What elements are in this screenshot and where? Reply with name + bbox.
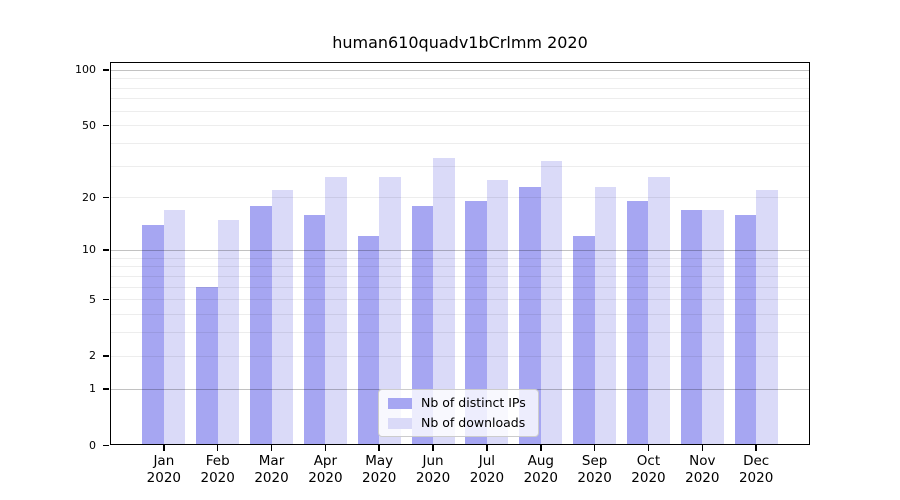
- x-tick-label-nov: Nov 2020: [685, 453, 720, 486]
- bar-distinct-ips-oct: [626, 201, 649, 445]
- bar-downloads-feb: [217, 219, 240, 445]
- bar-downloads-jun: [433, 158, 455, 445]
- x-tick-label-apr: Apr 2020: [308, 453, 343, 486]
- gridline-minor-60: [111, 110, 809, 112]
- gridline-minor-3: [111, 332, 809, 334]
- x-tick-label-oct: Oct 2020: [631, 453, 666, 486]
- bar-downloads-jan: [163, 209, 186, 445]
- bar-downloads-aug: [540, 160, 563, 445]
- bar-distinct-ips-nov: [680, 209, 703, 445]
- y-tick-label-10: 10: [82, 243, 96, 257]
- bar-downloads-mar: [271, 190, 294, 445]
- x-tick-mar: [270, 445, 273, 451]
- x-tick-label-jun: Jun 2020: [415, 453, 451, 486]
- bar-downloads-apr: [325, 176, 347, 445]
- x-tick-feb: [216, 445, 219, 451]
- x-tick-label-may: May 2020: [362, 453, 397, 486]
- gridline-minor-70: [111, 98, 809, 100]
- gridline-minor-20: [111, 197, 809, 199]
- gridline-minor-6: [111, 286, 809, 288]
- y-tick-5: [103, 298, 109, 301]
- y-tick-1: [103, 388, 109, 390]
- gridline-minor-30: [111, 165, 809, 167]
- bar-downloads-jul: [486, 180, 509, 445]
- y-tick-label-100: 100: [75, 63, 96, 77]
- bar-distinct-ips-jan: [142, 224, 164, 445]
- y-tick-10: [103, 249, 109, 251]
- y-tick-label-1: 1: [89, 382, 96, 396]
- gridline-minor-90: [111, 78, 809, 80]
- gridline-minor-8: [111, 266, 809, 268]
- bar-distinct-ips-jul: [465, 201, 487, 445]
- x-tick-label-jan: Jan 2020: [146, 453, 182, 486]
- y-tick-20: [103, 196, 109, 199]
- y-tick-50: [103, 124, 109, 127]
- x-tick-dec: [755, 445, 757, 451]
- bar-downloads-oct: [648, 176, 670, 445]
- x-tick-jan: [163, 445, 165, 451]
- chart-title: human610quadv1bCrlmm 2020: [332, 33, 588, 52]
- x-tick-apr: [324, 445, 327, 451]
- x-tick-jul: [486, 445, 488, 451]
- gridline-minor-7: [111, 275, 809, 277]
- legend-swatch-downloads: [388, 417, 412, 429]
- x-tick-label-jul: Jul 2020: [469, 453, 505, 486]
- x-tick-label-dec: Dec 2020: [738, 453, 774, 486]
- y-tick-100: [103, 69, 109, 71]
- legend-swatch-distinct-ips: [388, 397, 412, 409]
- bar-distinct-ips-mar: [250, 205, 272, 445]
- y-tick-label-50: 50: [82, 118, 96, 132]
- bar-downloads-sep: [594, 186, 617, 445]
- x-tick-jun: [432, 445, 434, 451]
- y-tick-2: [103, 355, 109, 357]
- legend-label-distinct-ips: Nb of distinct IPs: [421, 395, 526, 410]
- bar-downloads-nov: [702, 209, 724, 445]
- x-tick-label-mar: Mar 2020: [254, 453, 289, 486]
- gridline-minor-9: [111, 257, 809, 259]
- x-tick-label-sep: Sep 2020: [577, 453, 612, 486]
- gridline-major-10: [111, 249, 809, 251]
- x-tick-aug: [540, 445, 542, 451]
- y-tick-label-5: 5: [89, 292, 96, 306]
- legend-item-distinct-ips: Nb of distinct IPs: [388, 396, 526, 410]
- gridline-minor-2: [111, 355, 809, 357]
- y-tick-label-20: 20: [82, 190, 96, 204]
- bar-downloads-may: [379, 176, 401, 445]
- bar-distinct-ips-aug: [519, 186, 541, 445]
- bar-distinct-ips-sep: [573, 236, 595, 445]
- bar-downloads-dec: [756, 190, 778, 445]
- y-tick-label-2: 2: [89, 349, 96, 363]
- bar-distinct-ips-apr: [303, 214, 326, 445]
- gridline-minor-5: [111, 299, 809, 301]
- x-tick-label-feb: Feb 2020: [200, 453, 235, 486]
- x-tick-label-aug: Aug 2020: [523, 453, 558, 486]
- x-tick-nov: [701, 445, 704, 451]
- y-tick-0: [103, 444, 109, 446]
- gridline-minor-40: [111, 142, 809, 144]
- bar-distinct-ips-dec: [734, 214, 757, 445]
- x-tick-may: [378, 445, 380, 451]
- legend-label-downloads: Nb of downloads: [421, 415, 526, 430]
- x-tick-sep: [593, 445, 596, 451]
- gridline-major-100: [111, 69, 809, 71]
- x-tick-oct: [647, 445, 650, 451]
- gridline-minor-4: [111, 314, 809, 316]
- y-tick-label-0: 0: [89, 438, 96, 452]
- bar-distinct-ips-may: [357, 236, 380, 445]
- gridline-minor-50: [111, 125, 809, 127]
- legend: Nb of distinct IPs Nb of downloads: [378, 389, 539, 437]
- legend-item-downloads: Nb of downloads: [388, 416, 526, 430]
- bar-distinct-ips-feb: [196, 286, 218, 445]
- bar-distinct-ips-jun: [411, 205, 434, 445]
- gridline-minor-80: [111, 87, 809, 89]
